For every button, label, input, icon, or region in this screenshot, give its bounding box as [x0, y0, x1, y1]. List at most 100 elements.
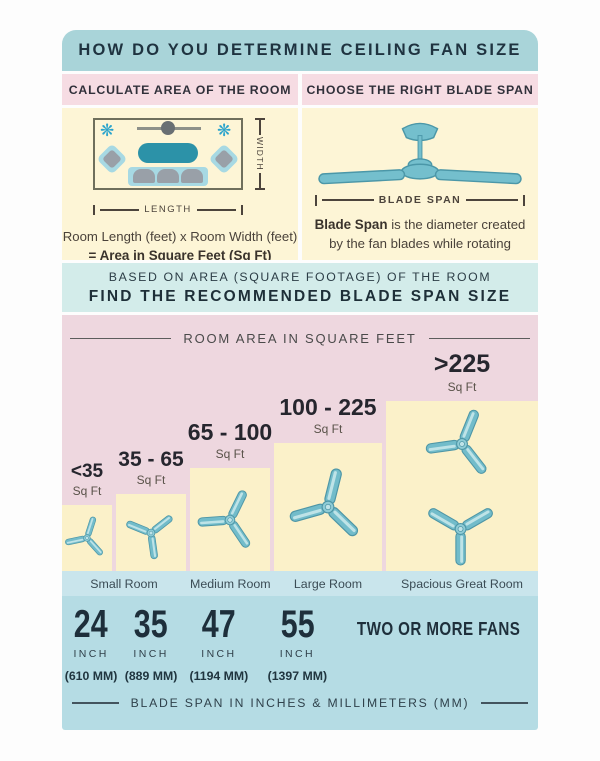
room-type-band: Small Room Medium Room Large Room Spacio… [62, 571, 538, 596]
sofa-cushion [157, 169, 179, 183]
span-inches: 55 [280, 603, 315, 646]
page-title: HOW DO YOU DETERMINE CEILING FAN SIZE [78, 41, 522, 59]
measure-line [100, 208, 140, 211]
footer-label: BLADE SPAN IN INCHES & MILLIMETERS (MM) [130, 696, 470, 710]
multi-fan-column: TWO OR MORE FANS [339, 605, 538, 683]
mm-label: (1397 MM) [267, 669, 328, 683]
tv-icon [161, 121, 175, 135]
right-panel-header: CHOOSE THE RIGHT BLADE SPAN [302, 74, 538, 105]
inch-label: INCH [201, 648, 237, 660]
blade-span-caption: Blade Span is the diameter created by th… [302, 215, 538, 254]
measure-tick [93, 204, 95, 215]
divider-line [428, 337, 530, 340]
sqft-label: Sq Ft [136, 473, 166, 487]
middle-band: BASED ON AREA (SQUARE FOOTAGE) OF THE RO… [62, 263, 538, 312]
formula-line1: Room Length (feet) x Room Width (feet) [62, 229, 298, 244]
sqft-label: Sq Ft [313, 422, 343, 436]
measure-tick [315, 194, 317, 206]
divider-line [72, 702, 119, 704]
step-column: >225 Sq Ft [386, 350, 538, 571]
band-line1: BASED ON AREA (SQUARE FOOTAGE) OF THE RO… [108, 269, 492, 284]
span-inches: 47 [201, 603, 236, 646]
step-box [386, 401, 538, 571]
ceiling-fan-top-icon [63, 514, 111, 562]
length-label: LENGTH [144, 204, 192, 215]
ceiling-fan-side-icon [313, 121, 527, 191]
spans-row: 24 INCH (610 MM) 35 INCH (889 MM) 47 INC… [62, 596, 538, 683]
mm-label: (610 MM) [64, 669, 118, 683]
measure-line [322, 199, 374, 201]
room-area-header-label: ROOM AREA IN SQUARE FEET [183, 331, 417, 346]
range-label: 65 - 100 [187, 419, 273, 445]
mm-label: (889 MM) [124, 669, 178, 683]
room-type-label: Medium Room [190, 576, 271, 591]
recommendation-section: ROOM AREA IN SQUARE FEET <35 Sq Ft 35 - … [62, 315, 538, 571]
title-bar: HOW DO YOU DETERMINE CEILING FAN SIZE [62, 30, 538, 71]
span-inches: 24 [74, 603, 108, 646]
ceiling-fan-top-icon [410, 478, 512, 580]
blade-span-label: BLADE SPAN [378, 194, 462, 206]
caption-bold: Blade Span [314, 217, 388, 232]
sqft-label: Sq Ft [447, 380, 477, 394]
infographic-sheet: HOW DO YOU DETERMINE CEILING FAN SIZE CA… [62, 30, 538, 730]
room-area-panel: ❋ ❋ WIDTH [62, 108, 298, 260]
plant-icon: ❋ [100, 121, 115, 140]
ceiling-fan-top-icon [420, 402, 503, 485]
divider-line [70, 337, 172, 340]
footer-measure: BLADE SPAN IN INCHES & MILLIMETERS (MM) [72, 696, 529, 710]
blade-span-sizes-section: 24 INCH (610 MM) 35 INCH (889 MM) 47 INC… [62, 596, 538, 730]
sofa-cushion [133, 169, 155, 183]
range-label: 35 - 65 [118, 448, 184, 471]
range-label: >225 [433, 350, 491, 378]
step-column: <35 Sq Ft [62, 461, 112, 571]
caption-line2: by the fan blades while rotating [329, 236, 511, 252]
span-column: 55 INCH (1397 MM) [256, 605, 339, 683]
blade-span-measure: BLADE SPAN [315, 194, 526, 206]
step-box [62, 505, 112, 571]
room-outline [93, 118, 243, 190]
ceiling-fan-top-icon [114, 496, 187, 569]
multi-fan-label: TWO OR MORE FANS [356, 618, 521, 639]
step-column: 100 - 225 Sq Ft [274, 394, 382, 571]
room-type-label: Large Room [293, 576, 363, 591]
room-type-label: Small Room [90, 576, 158, 591]
measure-line [466, 199, 519, 201]
inch-label: INCH [279, 648, 315, 660]
instruction-panels: ❋ ❋ WIDTH [62, 108, 538, 260]
measure-tick [523, 194, 526, 206]
step-box [116, 494, 186, 571]
step-column: 65 - 100 Sq Ft [187, 419, 273, 571]
measure-tick [255, 118, 265, 120]
plant-icon: ❋ [217, 121, 232, 140]
length-measure: LENGTH [93, 204, 244, 215]
sqft-label: Sq Ft [72, 484, 102, 498]
step-box [274, 443, 382, 571]
caption-rest: is the diameter created [387, 217, 526, 232]
measure-tick [255, 188, 265, 191]
mm-label: (1194 MM) [189, 669, 249, 683]
formula-line2: = Area in Square Feet (Sq Ft) [88, 248, 272, 260]
measure-line [259, 120, 261, 136]
measure-line [196, 208, 237, 211]
armchair-cushion [102, 149, 122, 169]
ceiling-fan-top-icon [288, 467, 369, 548]
span-column: 24 INCH (610 MM) [62, 605, 120, 683]
sofa [128, 167, 208, 186]
ceiling-fan-top-icon [191, 481, 269, 559]
step-column: 35 - 65 Sq Ft [116, 448, 186, 571]
width-label: WIDTH [255, 137, 265, 171]
step-box [190, 468, 270, 571]
span-column: 35 INCH (889 MM) [120, 605, 182, 683]
blade-span-panel: BLADE SPAN Blade Span is the diameter cr… [302, 108, 538, 260]
area-formula: Room Length (feet) x Room Width (feet) =… [62, 227, 298, 260]
measure-line [259, 172, 261, 189]
column-headers: CALCULATE AREA OF THE ROOM CHOOSE THE RI… [62, 74, 538, 105]
armchair-cushion [214, 149, 234, 169]
coffee-table [138, 143, 198, 163]
span-column: 47 INCH (1194 MM) [182, 605, 256, 683]
left-panel-header: CALCULATE AREA OF THE ROOM [62, 74, 298, 105]
range-label: 100 - 225 [279, 394, 377, 420]
room-type-label: Spacious Great Room [401, 576, 523, 591]
sofa-cushion [181, 169, 203, 183]
